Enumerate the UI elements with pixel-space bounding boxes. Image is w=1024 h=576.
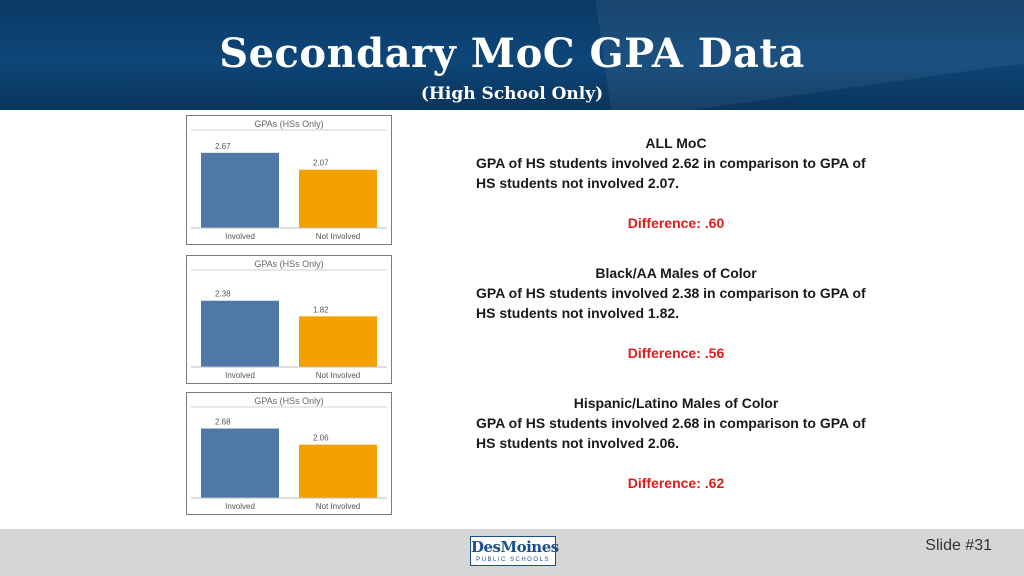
slide-footer: DesMoines PUBLIC SCHOOLS Slide #31 (0, 529, 1024, 576)
category-label: Involved (225, 371, 255, 380)
slide-number: Slide #31 (925, 537, 992, 554)
gpa-chart-all-moc-svg: GPAs (HSs Only) 2.67 Involved 2.07 Not Invol… (191, 119, 387, 241)
chart-title: GPAs (HSs Only) (254, 259, 323, 269)
category-label: Not Involved (316, 232, 360, 241)
chart-title: GPAs (HSs Only) (254, 119, 323, 129)
chart-title: GPAs (HSs Only) (254, 396, 323, 406)
section-text: GPA of HS students involved 2.62 in comp… (476, 155, 866, 191)
gpa-chart-black-aa-svg: GPAs (HSs Only) 2.38 Involved 1.82 Not Invol… (191, 259, 387, 380)
bar-involved (201, 300, 279, 367)
section-black-aa: Black/AA Males of Color GPA of HS studen… (476, 263, 876, 363)
section-all-moc: ALL MoC GPA of HS students involved 2.62… (476, 133, 876, 233)
logo-line1: DesMoines (471, 538, 559, 556)
gpa-chart-hispanic-latino-svg: GPAs (HSs Only) 2.68 Involved 2.06 Not Invol… (191, 396, 387, 511)
bar-not-involved (299, 316, 377, 367)
section-text: GPA of HS students involved 2.38 in comp… (476, 285, 866, 321)
bar-involved (201, 152, 279, 228)
bar-involved (201, 428, 279, 498)
difference-value: Difference: .62 (627, 475, 725, 491)
category-label: Not Involved (316, 502, 360, 511)
section-heading: Hispanic/Latino Males of Color (573, 395, 779, 411)
logo-line2: PUBLIC SCHOOLS (476, 557, 550, 563)
category-label: Involved (225, 232, 255, 241)
bar-value-label: 2.07 (313, 159, 329, 168)
bar-value-label: 2.68 (215, 418, 231, 427)
category-label: Involved (225, 502, 255, 511)
bar-value-label: 2.06 (313, 434, 329, 443)
difference-value: Difference: .56 (627, 345, 725, 361)
section-hispanic-latino: Hispanic/Latino Males of Color GPA of HS… (476, 393, 876, 493)
gpa-chart-black-aa: GPAs (HSs Only) 2.38 Involved 1.82 Not Invol… (186, 255, 392, 384)
slide-subtitle: (High School Only) (420, 84, 604, 104)
section-text: GPA of HS students involved 2.68 in comp… (476, 415, 866, 451)
bar-not-involved (299, 444, 377, 498)
section-heading: Black/AA Males of Color (595, 265, 757, 281)
bar-value-label: 2.38 (215, 290, 231, 299)
bar-value-label: 2.67 (215, 142, 231, 151)
gpa-chart-all-moc: GPAs (HSs Only) 2.67 Involved 2.07 Not Invol… (186, 115, 392, 245)
bar-not-involved (299, 169, 377, 228)
bar-value-label: 1.82 (313, 305, 329, 314)
section-heading: ALL MoC (645, 135, 707, 151)
category-label: Not Involved (316, 371, 360, 380)
slide-title: Secondary MoC GPA Data (219, 30, 805, 77)
difference-value: Difference: .60 (627, 215, 725, 231)
gpa-chart-hispanic-latino: GPAs (HSs Only) 2.68 Involved 2.06 Not Invol… (186, 392, 392, 515)
slide-header: Secondary MoC GPA Data (High School Only… (0, 0, 1024, 110)
des-moines-logo: DesMoines PUBLIC SCHOOLS (470, 536, 559, 566)
